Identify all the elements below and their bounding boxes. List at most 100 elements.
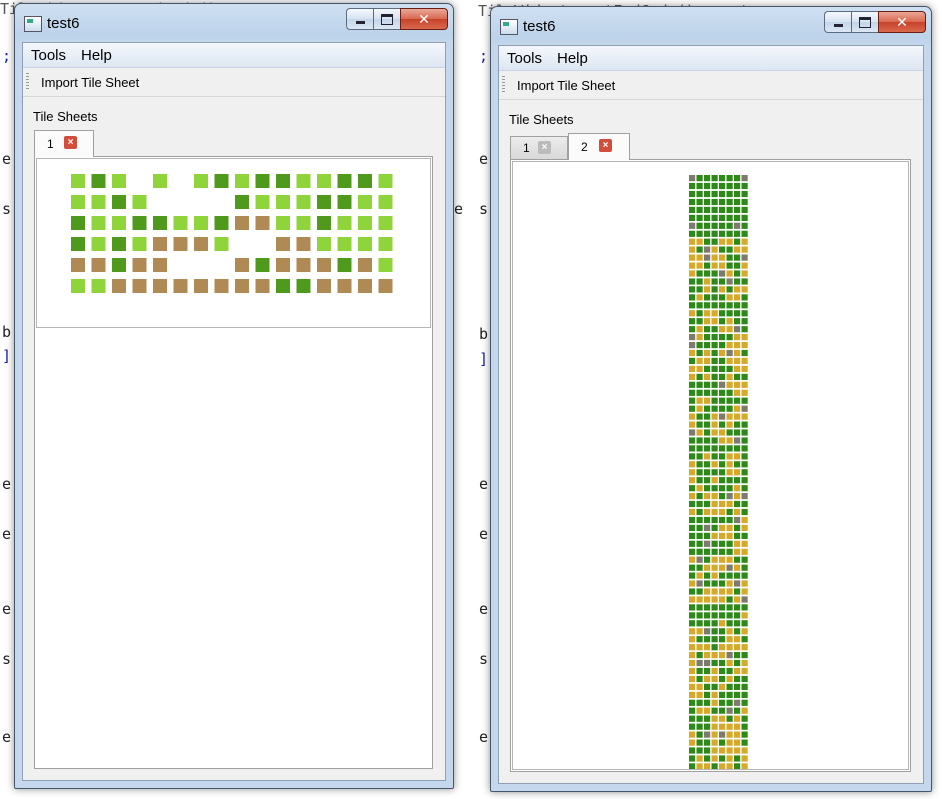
tile[interactable] <box>696 755 703 762</box>
tile[interactable] <box>704 286 711 293</box>
tile[interactable] <box>734 500 741 508</box>
tile[interactable] <box>719 612 726 619</box>
tile[interactable] <box>741 373 748 380</box>
tile[interactable] <box>132 258 147 272</box>
tile[interactable] <box>704 238 711 245</box>
tile[interactable] <box>689 270 696 277</box>
tile[interactable] <box>719 254 726 261</box>
tile[interactable] <box>704 644 711 651</box>
tile[interactable] <box>711 342 718 349</box>
tile[interactable] <box>734 540 741 547</box>
tile[interactable] <box>711 198 718 206</box>
tile[interactable] <box>704 508 711 516</box>
tile[interactable] <box>689 254 696 261</box>
tile[interactable] <box>726 349 733 357</box>
tile[interactable] <box>696 493 703 500</box>
tile[interactable] <box>734 493 741 500</box>
tile[interactable] <box>358 258 372 272</box>
tile[interactable] <box>741 429 748 436</box>
tile[interactable] <box>696 469 703 476</box>
tile[interactable] <box>711 389 718 396</box>
tile[interactable] <box>689 445 696 452</box>
tile[interactable] <box>734 699 741 706</box>
tile[interactable] <box>719 357 726 364</box>
tile[interactable] <box>741 644 748 651</box>
tile[interactable] <box>317 216 331 230</box>
tile[interactable] <box>734 612 741 619</box>
tile[interactable] <box>276 195 290 209</box>
tile[interactable] <box>734 445 741 452</box>
tile[interactable] <box>696 373 703 380</box>
tile[interactable] <box>719 540 726 547</box>
tile[interactable] <box>689 556 696 563</box>
tile[interactable] <box>112 237 126 251</box>
tile[interactable] <box>711 405 718 412</box>
tile[interactable] <box>112 279 126 293</box>
tile[interactable] <box>91 195 106 209</box>
tile[interactable] <box>719 500 726 508</box>
tile[interactable] <box>711 334 718 341</box>
tile[interactable] <box>741 508 748 516</box>
tile[interactable] <box>696 238 703 245</box>
tile[interactable] <box>317 237 331 251</box>
tile[interactable] <box>741 572 748 579</box>
tile[interactable] <box>704 389 711 396</box>
tile[interactable] <box>741 620 748 627</box>
tile[interactable] <box>317 174 331 188</box>
menu-help[interactable]: Help <box>81 47 112 64</box>
tile[interactable] <box>734 453 741 460</box>
tile[interactable] <box>696 349 703 357</box>
tile[interactable] <box>711 238 718 245</box>
tile[interactable] <box>689 365 696 372</box>
tile[interactable] <box>71 258 85 272</box>
tile[interactable] <box>726 691 733 698</box>
tile[interactable] <box>704 485 711 492</box>
tile[interactable] <box>711 596 718 603</box>
tile[interactable] <box>741 342 748 349</box>
tile[interactable] <box>704 326 711 333</box>
tile[interactable] <box>696 763 703 769</box>
tile[interactable] <box>689 572 696 579</box>
tile[interactable] <box>696 604 703 611</box>
tile[interactable] <box>741 715 748 722</box>
tile[interactable] <box>296 258 311 272</box>
tile[interactable] <box>741 246 748 253</box>
tile[interactable] <box>71 216 85 230</box>
tile[interactable] <box>734 206 741 213</box>
tile[interactable] <box>734 334 741 341</box>
tile[interactable] <box>689 548 696 555</box>
tile[interactable] <box>719 652 726 659</box>
tile[interactable] <box>726 254 733 261</box>
tile[interactable] <box>734 747 741 754</box>
tile[interactable] <box>704 206 711 213</box>
tile[interactable] <box>696 270 703 277</box>
tile[interactable] <box>296 279 311 293</box>
tile[interactable] <box>726 675 733 683</box>
tile[interactable] <box>112 258 126 272</box>
tile[interactable] <box>726 373 733 380</box>
tile[interactable] <box>726 564 733 571</box>
tile[interactable] <box>711 175 718 182</box>
tile[interactable] <box>726 453 733 460</box>
tile[interactable] <box>704 699 711 706</box>
tile[interactable] <box>711 222 718 229</box>
tile[interactable] <box>726 493 733 500</box>
tile[interactable] <box>689 437 696 444</box>
tile[interactable] <box>711 739 718 746</box>
maximize-button[interactable] <box>373 8 400 30</box>
tile[interactable] <box>719 365 726 372</box>
tile[interactable] <box>734 636 741 643</box>
tile[interactable] <box>696 182 703 190</box>
tile[interactable] <box>741 485 748 492</box>
tile[interactable] <box>704 342 711 349</box>
tile[interactable] <box>719 373 726 380</box>
tile[interactable] <box>726 270 733 277</box>
tile[interactable] <box>689 652 696 659</box>
tile[interactable] <box>711 500 718 508</box>
tile[interactable] <box>726 540 733 547</box>
tile[interactable] <box>689 580 696 587</box>
tile[interactable] <box>704 461 711 468</box>
tile[interactable] <box>296 237 311 251</box>
tile[interactable] <box>71 237 85 251</box>
tile[interactable] <box>696 326 703 333</box>
